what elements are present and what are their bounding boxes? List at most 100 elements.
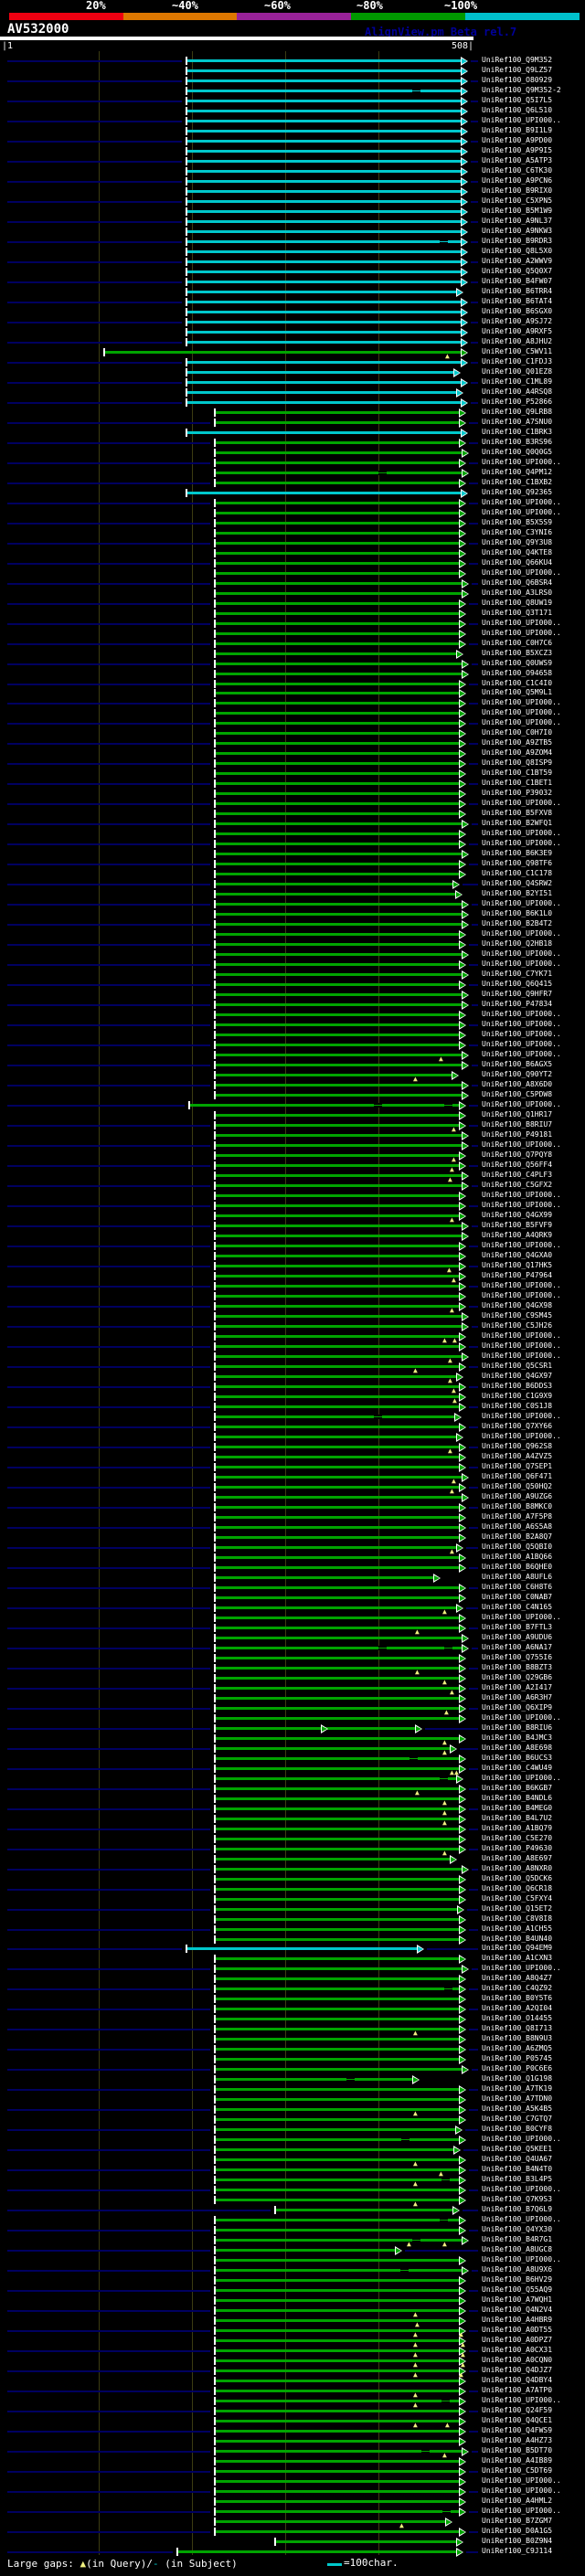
hit-bar[interactable] (216, 933, 460, 936)
hit-bar[interactable] (216, 2410, 460, 2412)
hit-label[interactable]: UniRef100_C0NAB7 (482, 1593, 553, 1601)
hit-label[interactable]: UniRef100_B5DT70 (482, 2446, 553, 2454)
hit-bar[interactable] (216, 1938, 460, 1941)
hit-label[interactable]: UniRef100_UPI000.. (482, 1713, 561, 1722)
hit-bar[interactable] (187, 130, 462, 133)
hit-label[interactable]: UniRef100_C1C178 (482, 869, 553, 877)
hit-label[interactable]: UniRef100_B8N9U3 (482, 2034, 553, 2042)
hit-bar[interactable] (216, 1315, 463, 1318)
hit-label[interactable]: UniRef100_Q4GX98 (482, 1301, 553, 1309)
hit-label[interactable]: UniRef100_A4HZ73 (482, 2436, 553, 2444)
hit-bar[interactable] (216, 1818, 460, 1820)
hit-label[interactable]: UniRef100_Q2HB18 (482, 939, 553, 948)
hit-bar[interactable] (216, 2098, 460, 2101)
hit-bar[interactable] (216, 663, 463, 665)
hit-label[interactable]: UniRef100_A4IB89 (482, 2456, 553, 2465)
hit-label[interactable]: UniRef100_B7FTL3 (482, 1623, 553, 1631)
hit-bar[interactable] (216, 732, 460, 735)
hit-bar[interactable] (216, 552, 460, 555)
hit-label[interactable]: UniRef100_A9P9I5 (482, 146, 553, 154)
hit-bar[interactable] (216, 1124, 460, 1127)
hit-label[interactable]: UniRef100_UPI000.. (482, 2255, 561, 2263)
hit-label[interactable]: UniRef100_A2WWV9 (482, 257, 553, 265)
hit-label[interactable]: UniRef100_B6HV29 (482, 2275, 553, 2284)
hit-label[interactable]: UniRef100_B2B4T2 (482, 919, 553, 928)
hit-label[interactable]: UniRef100_B5FXV8 (482, 809, 553, 817)
hit-bar[interactable] (216, 451, 463, 454)
hit-bar[interactable] (187, 69, 462, 72)
hit-label[interactable]: UniRef100_A4ZVZ5 (482, 1452, 553, 1460)
hit-bar[interactable] (216, 1617, 460, 1619)
hit-label[interactable]: UniRef100_UPI000.. (482, 498, 561, 506)
hit-bar[interactable] (216, 2500, 460, 2503)
hit-bar[interactable] (216, 1848, 460, 1850)
hit-label[interactable]: UniRef100_Q92365 (482, 488, 553, 496)
hit-label[interactable]: UniRef100_UPI000.. (482, 458, 561, 466)
hit-label[interactable]: UniRef100_P49630 (482, 1844, 553, 1852)
hit-label[interactable]: UniRef100_Q4GX99 (482, 1211, 553, 1219)
hit-label[interactable]: UniRef100_B8RIU6 (482, 1723, 553, 1732)
hit-label[interactable]: UniRef100_B0Z9N4 (482, 2537, 553, 2545)
hit-bar[interactable] (216, 782, 460, 785)
hit-label[interactable]: UniRef100_UPI000.. (482, 1774, 561, 1782)
hit-bar[interactable] (216, 2108, 460, 2111)
hit-bar[interactable] (216, 1446, 460, 1448)
hit-label[interactable]: UniRef100_A9ZTB5 (482, 738, 553, 747)
hit-label[interactable]: UniRef100_C1BRK3 (482, 428, 553, 436)
hit-bar[interactable] (187, 321, 462, 323)
hit-bar[interactable] (216, 1204, 460, 1207)
hit-bar[interactable] (187, 170, 462, 173)
hit-bar[interactable] (216, 2018, 460, 2020)
hit-label[interactable]: UniRef100_Q962S8 (482, 1442, 553, 1450)
hit-bar[interactable] (187, 431, 462, 434)
hit-label[interactable]: UniRef100_O14455 (482, 2014, 553, 2022)
hit-bar[interactable] (216, 1697, 460, 1700)
hit-bar[interactable] (216, 802, 460, 805)
hit-label[interactable]: UniRef100_A7F5P8 (482, 1512, 553, 1521)
hit-label[interactable]: UniRef100_UPI000.. (482, 2507, 561, 2515)
hit-bar[interactable] (216, 1878, 460, 1881)
hit-label[interactable]: UniRef100_P49181 (482, 1130, 553, 1139)
hit-label[interactable]: UniRef100_B8RIU7 (482, 1120, 553, 1129)
hit-label[interactable]: UniRef100_Q4N2V4 (482, 2306, 553, 2314)
hit-label[interactable]: UniRef100_Q755I6 (482, 1653, 553, 1661)
hit-bar[interactable] (187, 120, 462, 122)
hit-label[interactable]: UniRef100_A8U9X6 (482, 2265, 553, 2274)
hit-label[interactable]: UniRef100_Q4KTE8 (482, 548, 553, 557)
hit-bar[interactable] (187, 150, 462, 153)
hit-bar[interactable] (216, 1214, 460, 1217)
hit-label[interactable]: UniRef100_C5XPN5 (482, 196, 553, 205)
hit-bar[interactable] (216, 993, 463, 996)
hit-label[interactable]: UniRef100_Q66KU4 (482, 558, 553, 567)
hit-bar[interactable] (187, 180, 462, 183)
hit-label[interactable]: UniRef100_C7YK71 (482, 970, 553, 978)
hit-bar[interactable] (216, 1647, 463, 1649)
hit-bar[interactable] (216, 2339, 460, 2342)
hit-label[interactable]: UniRef100_UPI000.. (482, 1241, 561, 1249)
hit-label[interactable]: UniRef100_C1BT59 (482, 769, 553, 777)
hit-bar[interactable] (216, 1928, 460, 1931)
hit-bar[interactable] (216, 1395, 460, 1398)
hit-label[interactable]: UniRef100_UPI000.. (482, 508, 561, 516)
hit-label[interactable]: UniRef100_B3RS96 (482, 438, 553, 446)
hit-label[interactable]: UniRef100_A9UZG6 (482, 1492, 553, 1500)
hit-label[interactable]: UniRef100_C1BET1 (482, 779, 553, 787)
hit-bar[interactable] (216, 692, 460, 694)
hit-bar[interactable] (187, 260, 462, 263)
hit-label[interactable]: UniRef100_Q5Q0X7 (482, 267, 553, 275)
hit-label[interactable]: UniRef100_Q4GX97 (482, 1372, 553, 1380)
hit-bar[interactable] (190, 1104, 460, 1107)
hit-label[interactable]: UniRef100_A8NXR0 (482, 1864, 553, 1872)
hit-label[interactable]: UniRef100_A3LRS0 (482, 588, 553, 597)
hit-label[interactable]: UniRef100_C4PLF3 (482, 1171, 553, 1179)
hit-bar[interactable] (216, 421, 460, 424)
hit-bar[interactable] (216, 1546, 457, 1549)
hit-label[interactable]: UniRef100_Q9Y3U8 (482, 538, 553, 546)
hit-bar[interactable] (187, 220, 462, 223)
hit-label[interactable]: UniRef100_C1C4I0 (482, 679, 553, 687)
hit-label[interactable]: UniRef100_Q9HFR7 (482, 990, 553, 998)
hit-bar[interactable] (216, 1245, 460, 1247)
hit-label[interactable]: UniRef100_Q29GB6 (482, 1673, 553, 1681)
hit-label[interactable]: UniRef100_Q4YX30 (482, 2225, 553, 2233)
hit-label[interactable]: UniRef100_UPI000.. (482, 929, 561, 938)
